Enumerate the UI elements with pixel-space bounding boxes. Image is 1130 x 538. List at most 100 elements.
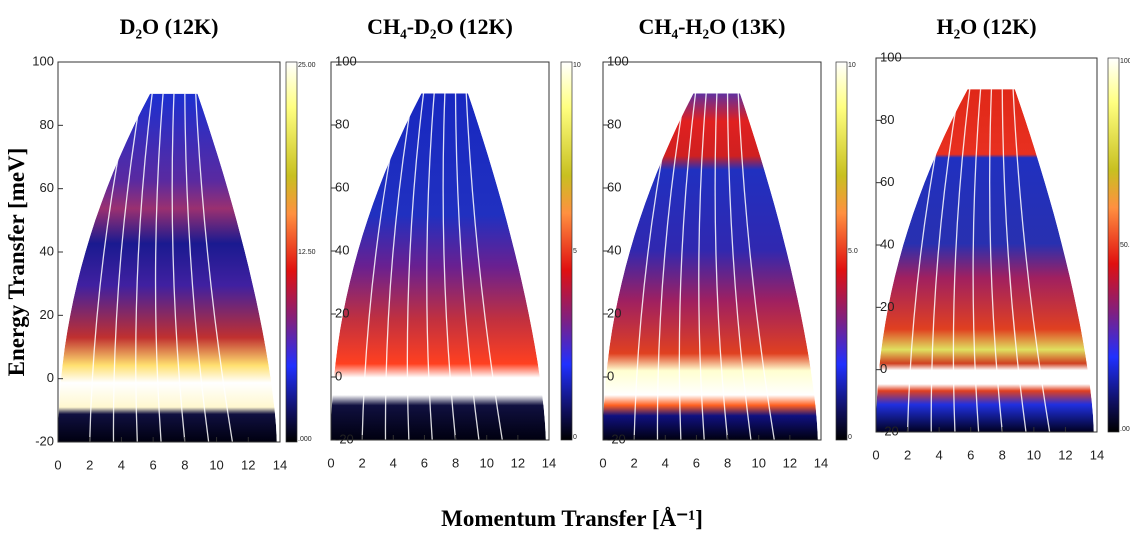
x-tick-label: 14 [542,455,556,470]
q-line [1011,89,1051,432]
panel-title: CH₄-H₂O (13K) [638,14,785,39]
y-tick-label: 40 [40,243,54,258]
y-tick-label: -20 [35,433,54,448]
heatmap [58,93,277,442]
heatmap [331,93,546,440]
x-tick-label: 4 [662,455,669,470]
q-line [952,89,975,432]
x-tick-label: 2 [904,447,911,462]
colorbar-label: 5.0 [848,248,858,255]
x-tick-label: 8 [999,447,1006,462]
x-tick-label: 14 [1090,447,1104,462]
x-tick-label: 0 [599,455,606,470]
q-line [714,93,729,440]
y-tick-label: 0 [607,368,614,383]
y-tick-label: 100 [607,53,629,68]
q-line [736,93,775,440]
y-tick-label: 80 [880,112,894,127]
heatmap-fill [603,93,818,440]
colorbar-label: .000 [1120,426,1130,433]
q-line [184,93,210,442]
q-line [154,93,167,442]
x-tick-label: 2 [86,457,93,472]
x-tick-label: 6 [150,457,157,472]
x-tick-label: 0 [327,455,334,470]
q-line [454,93,480,440]
y-tick-label: 80 [40,117,54,132]
q-line [406,93,429,440]
q-line [726,93,752,440]
q-line [1001,89,1027,432]
y-tick-label: 0 [335,368,342,383]
x-tick-label: 4 [936,447,943,462]
y-tick-label: 0 [880,361,887,376]
x-tick-label: 14 [814,455,828,470]
x-tick-label: 6 [693,455,700,470]
colorbar-label: .000 [298,436,312,443]
y-tick-label: -20 [335,431,354,446]
x-tick-label: 10 [209,457,223,472]
x-tick-label: 10 [751,455,765,470]
x-axis-label: Momentum Transfer [Å⁻¹] [441,506,703,531]
q-line [989,89,1003,432]
y-tick-label: 80 [335,116,349,131]
y-tick-label: 20 [40,307,54,322]
x-tick-label: 8 [724,455,731,470]
heatmap-fill [58,93,277,442]
x-tick-label: 0 [54,457,61,472]
x-tick-label: 4 [390,455,397,470]
y-tick-label: 60 [880,174,894,189]
panel-title: CH₄-D₂O (12K) [367,14,513,39]
x-tick-label: 8 [452,455,459,470]
q-line [972,89,984,432]
colorbar-label: 5 [573,248,577,255]
q-line [193,93,234,442]
y-tick-label: -20 [880,423,899,438]
colorbar-label: 25.00 [298,62,316,69]
colorbar-label: 10 [848,62,856,69]
heatmap [603,93,818,440]
y-axis-label: Energy Transfer [meV] [4,148,29,377]
x-tick-label: 12 [511,455,525,470]
colorbar-label: 12.50 [298,249,316,256]
y-tick-label: 20 [335,305,349,320]
x-tick-label: 12 [241,457,255,472]
x-tick-label: 4 [118,457,125,472]
panel-title: D₂O (12K) [120,14,219,39]
panel-title: H₂O (12K) [936,14,1036,39]
q-line [464,93,503,440]
q-line [698,93,710,440]
y-tick-label: 100 [32,53,54,68]
x-tick-label: 14 [273,457,287,472]
y-tick-label: 60 [40,180,54,195]
colorbar-label: 10 [573,62,581,69]
y-tick-label: 100 [335,53,357,68]
y-tick-label: 60 [335,179,349,194]
x-tick-label: 12 [783,455,797,470]
x-tick-label: 2 [631,455,638,470]
q-line [426,93,438,440]
q-line [135,93,157,442]
x-tick-label: 6 [421,455,428,470]
heatmap-fill [876,89,1094,432]
colorbar [560,61,573,441]
x-tick-label: 0 [872,447,879,462]
colorbar [285,61,298,443]
colorbar-label: 100 [1120,58,1130,65]
x-tick-label: 8 [181,457,188,472]
y-tick-label: 80 [607,116,621,131]
colorbar-label: 50.0 [1120,242,1130,249]
q-line [678,93,701,440]
x-tick-label: 10 [1027,447,1041,462]
colorbar-label: 0 [848,434,852,441]
y-tick-label: 100 [880,49,902,64]
x-tick-label: 10 [479,455,493,470]
y-tick-label: 20 [880,299,894,314]
x-tick-label: 2 [359,455,366,470]
y-tick-label: 40 [607,242,621,257]
y-tick-label: 60 [607,179,621,194]
x-tick-label: 12 [1058,447,1072,462]
y-tick-label: 0 [47,370,54,385]
colorbar [835,61,848,441]
